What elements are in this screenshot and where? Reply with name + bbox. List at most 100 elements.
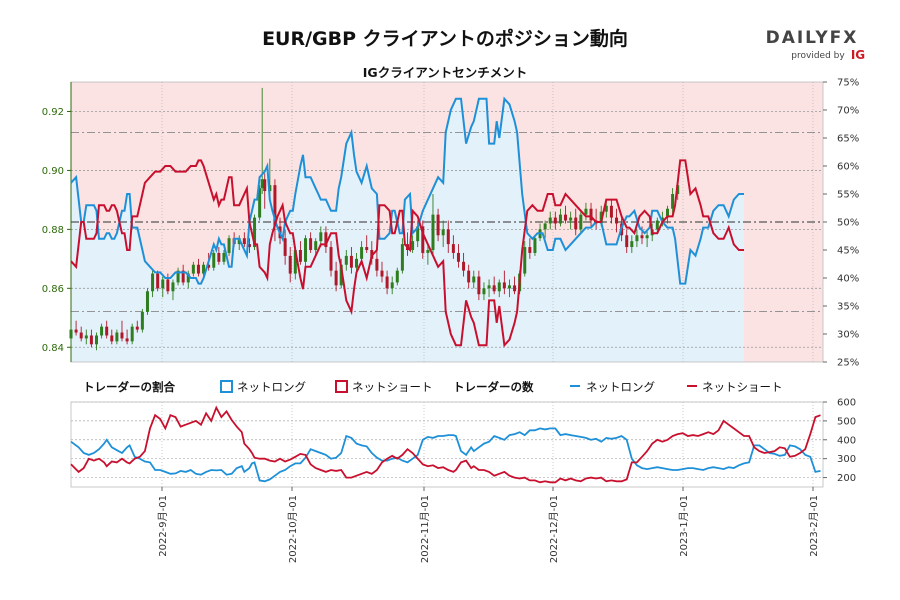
candle-body <box>579 214 583 230</box>
candle-body <box>166 279 170 292</box>
candle-body <box>446 229 450 245</box>
candle-body <box>298 250 302 262</box>
candle-body <box>630 241 634 248</box>
candle-body <box>273 185 277 227</box>
candle-body <box>360 247 364 259</box>
candle-body <box>502 282 506 289</box>
percent-tick-label: 25% <box>837 358 859 369</box>
candle-body <box>100 326 104 336</box>
date-tick-label: 2022-10月-01 <box>287 495 299 563</box>
net-short-count-line <box>70 405 821 484</box>
candle-body <box>472 276 476 283</box>
percent-tick-label: 75% <box>837 78 859 89</box>
candle-body <box>421 226 425 253</box>
candle-body <box>191 264 195 274</box>
candle-body <box>263 179 267 192</box>
candle-body <box>120 332 124 339</box>
trader-count-panel: 200 300 400 500 600 <box>70 398 856 488</box>
candle-body <box>110 335 114 342</box>
count-tick-label: 200 <box>837 473 856 484</box>
legend-long-box <box>220 380 233 393</box>
candle-body <box>462 261 466 271</box>
candle-body <box>395 270 399 283</box>
percent-axis: 25% 30% 35% 40% 45% 50% 55% 60% 65% 70% 75% <box>823 78 859 369</box>
candle-body <box>135 326 139 330</box>
net-short-percent-line <box>70 159 744 348</box>
candle-body <box>564 214 568 221</box>
candle-body <box>324 232 328 248</box>
candle-body <box>375 258 379 271</box>
candle-body <box>74 329 78 333</box>
candle-body <box>660 217 664 221</box>
price-tick-label: 0.92 <box>42 107 64 118</box>
candle-body <box>615 217 619 224</box>
candle-body <box>467 270 471 283</box>
candle-body <box>558 214 562 224</box>
candle-body <box>84 335 88 339</box>
candle-body <box>528 247 532 253</box>
price-tick-label: 0.86 <box>42 284 64 295</box>
candle-body <box>319 232 323 242</box>
candle-body <box>94 335 98 345</box>
date-tick-label: 2023-2月-01 <box>808 495 820 557</box>
candle-body <box>242 238 246 245</box>
legend-count-title: トレーダーの数 <box>453 380 534 394</box>
percent-tick-label: 30% <box>837 330 859 341</box>
candle-body <box>344 255 348 265</box>
candle-body <box>304 238 308 262</box>
candle-body <box>222 252 226 262</box>
candle-body <box>186 273 190 283</box>
legend-long-label: ネットロング <box>237 380 306 394</box>
candle-body <box>553 217 557 224</box>
count-tick-label: 500 <box>837 416 856 427</box>
logo-ig: IG <box>851 48 865 62</box>
legend-short-label: ネットショート <box>352 380 433 394</box>
price-axis: 0.84 0.86 0.88 0.90 0.92 <box>42 107 71 354</box>
candle-body <box>584 208 588 215</box>
candle-body <box>125 338 129 342</box>
candle-body <box>548 217 552 224</box>
date-tick-label: 2022-11月-01 <box>419 495 431 563</box>
price-sentiment-panel: 0.84 0.86 0.88 0.90 0.92 25% 30% 35% 40% 45% 50% 5… <box>42 78 860 369</box>
candle-body <box>69 329 73 339</box>
candle-body <box>640 235 644 239</box>
candle-body <box>380 270 384 277</box>
count-axis: 200 300 400 500 600 <box>823 398 856 484</box>
candle-body <box>441 229 445 236</box>
candle-body <box>227 238 231 253</box>
candle-body <box>161 279 165 289</box>
candle-body <box>436 214 440 236</box>
price-tick-label: 0.84 <box>42 343 64 354</box>
legend-ratio-title: トレーダーの割合 <box>83 380 175 394</box>
candle-body <box>247 244 251 248</box>
candle-body <box>151 273 155 292</box>
candle-body <box>513 285 517 292</box>
logo-main: DAILYFX <box>766 28 859 48</box>
candle-body <box>625 235 629 248</box>
candle-body <box>569 217 573 221</box>
long-fill-area <box>71 98 744 363</box>
candle-body <box>196 264 200 274</box>
main-grid <box>70 81 824 363</box>
date-tick-label: 2022-9月-01 <box>157 495 169 557</box>
chart-title: EUR/GBP クライアントのポジション動向 <box>262 27 628 50</box>
percent-tick-label: 70% <box>837 106 859 117</box>
candle-body <box>258 188 262 218</box>
candle-body <box>288 255 292 274</box>
candle-body <box>666 208 670 218</box>
candle-body <box>589 208 593 221</box>
candle-body <box>385 276 389 289</box>
count-grid <box>70 401 824 488</box>
candle-body <box>456 252 460 262</box>
candle-body <box>89 335 93 345</box>
candle-body <box>314 241 318 250</box>
candle-body <box>202 264 206 274</box>
candle-body <box>533 238 537 253</box>
candle-body <box>115 332 119 342</box>
candle-body <box>497 282 501 292</box>
date-axis: 2022-9月-01 2022-10月-01 2022-11月-01 2022-12月… <box>157 487 820 563</box>
candle-body <box>609 205 613 218</box>
candle-body <box>329 247 333 271</box>
candle-body <box>390 282 394 289</box>
